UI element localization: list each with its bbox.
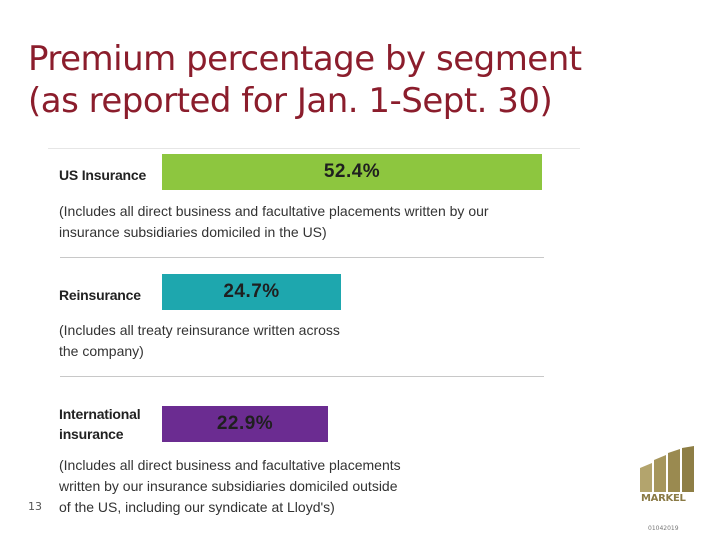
logo-column-3 [668, 449, 680, 492]
description-reinsurance-line-2: the company) [59, 343, 144, 359]
bar-international-insurance [162, 406, 328, 442]
segment-label-us-insurance: US Insurance [59, 165, 146, 185]
segment-bar-chart: US Insurance 52.4% (Includes all direct … [48, 148, 580, 522]
description-international-insurance: (Includes all direct business and facult… [59, 455, 401, 518]
segment-label-international-line-1: International [59, 406, 141, 422]
description-international-line-1: (Includes all direct business and facult… [59, 457, 401, 473]
markel-logo-wordmark: MARKEL [641, 493, 686, 504]
document-code: 01042019 [648, 525, 679, 532]
description-us-insurance-line-1: (Includes all direct business and facult… [59, 203, 489, 219]
description-reinsurance-line-1: (Includes all treaty reinsurance written… [59, 322, 340, 338]
logo-column-4 [682, 446, 694, 492]
bar-us-insurance [162, 154, 542, 190]
segment-label-international-insurance: International insurance [59, 404, 141, 444]
logo-column-1 [640, 463, 652, 492]
value-label-us-insurance: 52.4% [323, 161, 381, 182]
logo-column-2 [654, 455, 666, 492]
slide-title: Premium percentage by segment (as report… [28, 38, 582, 122]
chart-top-rule [48, 148, 580, 149]
divider-2 [60, 376, 544, 377]
page-number: 13 [28, 500, 42, 513]
description-us-insurance-line-2: insurance subsidiaries domiciled in the … [59, 224, 327, 240]
value-label-international-insurance: 22.9% [216, 413, 274, 434]
slide-title-line-2: (as reported for Jan. 1-Sept. 30) [28, 81, 553, 121]
bar-reinsurance [162, 274, 341, 310]
value-label-reinsurance: 24.7% [223, 281, 280, 302]
segment-label-us-insurance-line-1: US Insurance [59, 167, 147, 183]
segment-label-reinsurance-line-1: Reinsurance [59, 287, 141, 303]
segment-label-international-line-2: insurance [59, 426, 124, 442]
divider-1 [60, 257, 544, 258]
slide-title-line-1: Premium percentage by segment [28, 39, 582, 79]
description-international-line-2: written by our insurance subsidiaries do… [59, 478, 398, 494]
markel-logo-icon [640, 446, 694, 492]
description-reinsurance: (Includes all treaty reinsurance written… [59, 320, 340, 362]
segment-label-reinsurance: Reinsurance [59, 285, 141, 305]
description-international-line-3: of the US, including our syndicate at Ll… [59, 499, 335, 515]
description-us-insurance: (Includes all direct business and facult… [59, 201, 489, 243]
